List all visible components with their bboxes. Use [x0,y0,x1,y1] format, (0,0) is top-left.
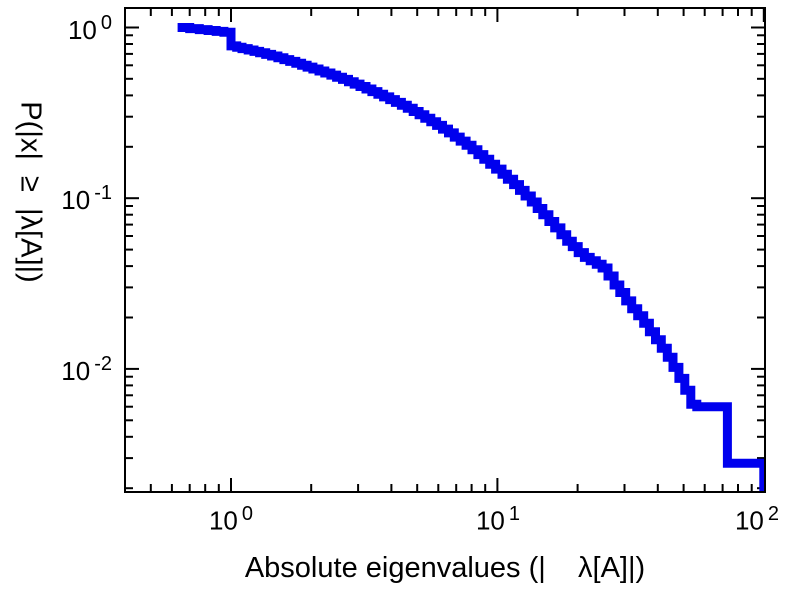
y-tick-label-0: 10 0 [0,13,112,43]
x-axis-label: Absolute eigenvalues (| λ[A]|) [244,552,646,584]
x-tick-label-1: 10 1 [476,504,520,534]
y-tick-base-1: 10 [61,184,91,215]
x-tick-exp-0: 0 [241,503,254,525]
y-tick-exp-0: 0 [100,12,112,35]
x-tick-base-1: 10 [475,505,505,536]
plot-frame [124,7,766,493]
x-tick-base-0: 10 [208,505,238,536]
axis-ticks [125,8,765,492]
x-tick-label-0: 10 0 [209,504,253,534]
y-tick-label-2: 10 -2 [0,354,112,384]
y-tick-base-0: 10 [67,14,97,45]
y-tick-label-1: 10 -1 [0,183,112,213]
x-tick-exp-2: 2 [767,503,780,525]
y-tick-exp-2: -2 [94,353,112,376]
x-tick-base-2: 10 [734,505,764,536]
x-tick-label-2: 10 2 [735,504,779,534]
y-axis-label: P(|x| ≥ |λ[A]|) [14,101,47,283]
y-tick-base-2: 10 [61,355,91,386]
y-tick-exp-1: -1 [94,182,112,205]
x-tick-exp-1: 1 [508,503,521,525]
ccdf-curve [177,23,764,491]
